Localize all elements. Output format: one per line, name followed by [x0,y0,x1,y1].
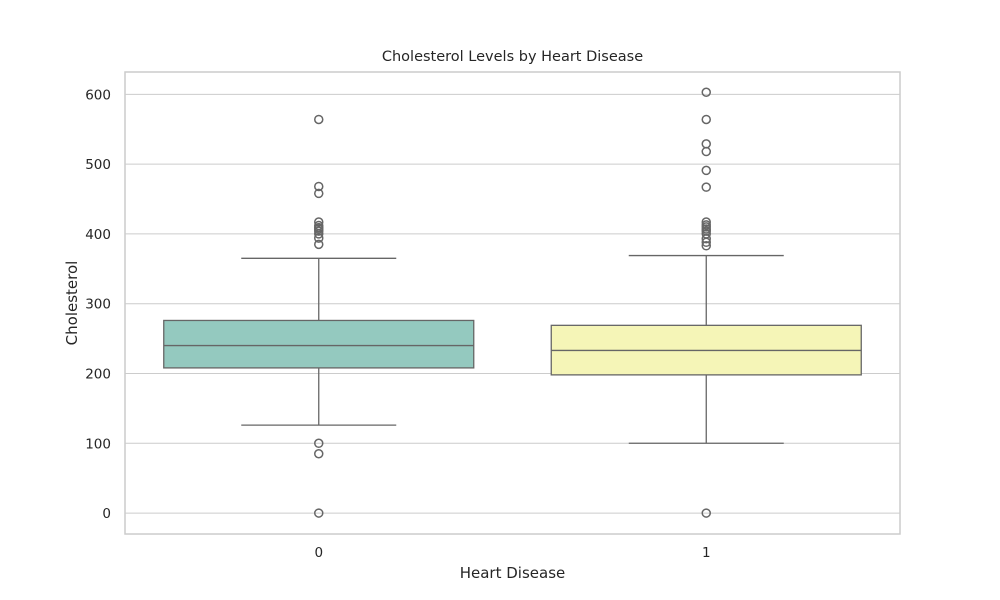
chart-title: Cholesterol Levels by Heart Disease [381,49,644,65]
y-tick-label: 600 [85,87,111,103]
outlier-point [701,217,711,227]
outlier-point [314,508,324,518]
y-tick-label: 0 [102,506,111,522]
plot-frame [124,71,901,535]
y-axis-label: Cholesterol [63,260,81,346]
outlier-point [701,508,711,518]
outlier-point [314,188,324,199]
outlier-point [701,146,711,157]
y-tick-label: 100 [85,436,111,452]
outlier-point [701,241,711,251]
x-tick-label: 0 [314,545,323,561]
outlier-point [314,438,324,449]
outlier-point [701,229,711,239]
outlier-point [314,181,324,192]
outlier-point [314,448,324,459]
y-tick-label: 300 [85,297,111,313]
outlier-point [701,114,711,125]
y-tick-label: 500 [85,157,111,173]
y-tick-label: 400 [85,227,111,243]
x-tick-label: 1 [702,545,711,561]
outlier-point [701,165,711,176]
outlier-point [314,220,324,231]
box-0 [163,319,475,369]
outlier-point [701,87,711,97]
outlier-point [701,182,711,192]
outlier-point [314,233,324,243]
outlier-point [314,114,324,125]
outlier-point [314,217,324,227]
x-axis-label: Heart Disease [459,564,566,582]
outlier-point [701,220,711,230]
outlier-point [701,139,711,149]
y-tick-label: 200 [85,366,111,382]
outlier-point [314,239,324,250]
